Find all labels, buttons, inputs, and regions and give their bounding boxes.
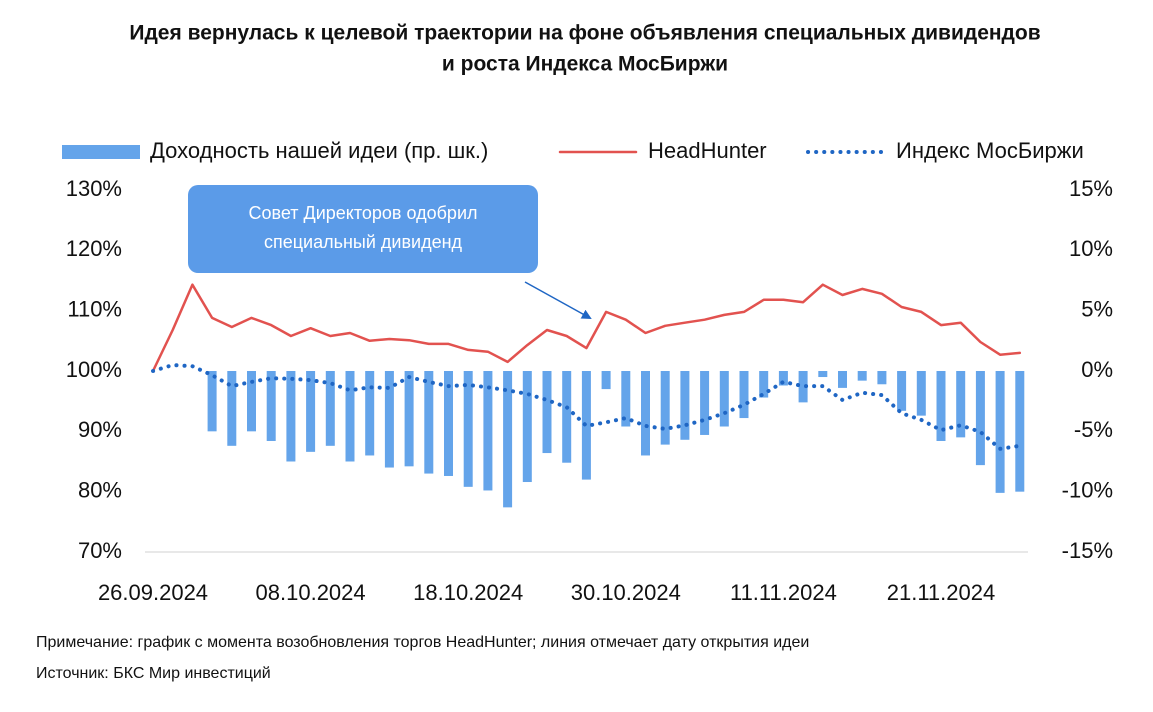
bar: [680, 371, 690, 440]
bar: [857, 371, 867, 381]
annotation-text: Совет Директоров одобрил: [248, 203, 477, 223]
bar: [227, 371, 237, 446]
x-tick-label: 11.11.2024: [730, 580, 837, 605]
bar: [463, 371, 473, 487]
bar: [838, 371, 847, 388]
y-tick-label: 120%: [66, 236, 122, 261]
bar: [562, 371, 572, 463]
bar: [424, 371, 434, 474]
y-tick-label: 70%: [78, 538, 122, 563]
y-tick-label: 80%: [78, 477, 122, 502]
bar: [384, 371, 394, 468]
y2-tick-label: 15%: [1069, 176, 1113, 201]
bar: [266, 371, 276, 441]
bar: [325, 371, 335, 446]
legend-label: Индекс МосБиржи: [896, 138, 1084, 163]
bar: [641, 371, 650, 456]
legend-label: HeadHunter: [648, 138, 767, 163]
x-tick-label: 18.10.2024: [413, 580, 523, 605]
bar: [975, 371, 985, 466]
y2-tick-label: 0%: [1081, 357, 1113, 382]
bar: [306, 371, 316, 452]
bar: [601, 371, 611, 390]
bar: [798, 371, 808, 403]
y2-tick-label: -15%: [1062, 538, 1113, 563]
x-tick-label: 21.11.2024: [887, 580, 995, 605]
annotation-box: [188, 185, 538, 273]
bar: [404, 371, 414, 467]
bar: [818, 371, 828, 378]
bar: [956, 371, 966, 438]
bar: [759, 371, 769, 398]
y-tick-label: 90%: [78, 417, 122, 442]
bar: [286, 371, 296, 462]
bar: [621, 371, 631, 427]
chart-title: Идея вернулась к целевой траектории на ф…: [129, 22, 1040, 45]
y-tick-label: 100%: [66, 357, 122, 382]
bar: [877, 371, 887, 385]
bar: [897, 371, 907, 411]
bar: [719, 371, 729, 427]
bar: [542, 371, 552, 454]
x-tick-label: 30.10.2024: [571, 580, 681, 605]
bar: [660, 371, 670, 445]
y-tick-label: 130%: [66, 176, 122, 201]
x-tick-label: 26.09.2024: [98, 580, 208, 605]
y2-tick-label: 10%: [1069, 236, 1113, 261]
bar: [1015, 371, 1025, 492]
bar: [936, 371, 946, 441]
bar: [365, 371, 375, 456]
y2-tick-label: -10%: [1062, 477, 1113, 502]
note: Источник: БКС Мир инвестиций: [36, 665, 271, 682]
bar: [916, 371, 926, 416]
bar: [483, 371, 493, 491]
chart-title: и роста Индекса МосБиржи: [442, 53, 728, 76]
bar: [700, 371, 710, 435]
bar: [522, 371, 532, 483]
legend-swatch: [62, 145, 140, 159]
annotation-text: специальный дивиденд: [264, 232, 463, 252]
annotation-arrow: [524, 281, 592, 319]
bar: [503, 371, 513, 508]
line: [151, 283, 1022, 373]
bar: [247, 371, 256, 432]
y2-tick-label: 5%: [1081, 296, 1113, 321]
bar: [207, 371, 217, 432]
bar: [739, 371, 749, 419]
y2-tick-label: -5%: [1074, 417, 1113, 442]
y-tick-label: 110%: [67, 296, 122, 321]
bar: [345, 371, 355, 462]
bar: [778, 371, 788, 386]
bar: [444, 371, 453, 476]
legend-label: Доходность нашей идеи (пр. шк.): [150, 138, 488, 163]
x-tick-label: 08.10.2024: [256, 580, 366, 605]
bar: [995, 371, 1005, 493]
note: Примечание: график с момента возобновлен…: [36, 634, 809, 651]
